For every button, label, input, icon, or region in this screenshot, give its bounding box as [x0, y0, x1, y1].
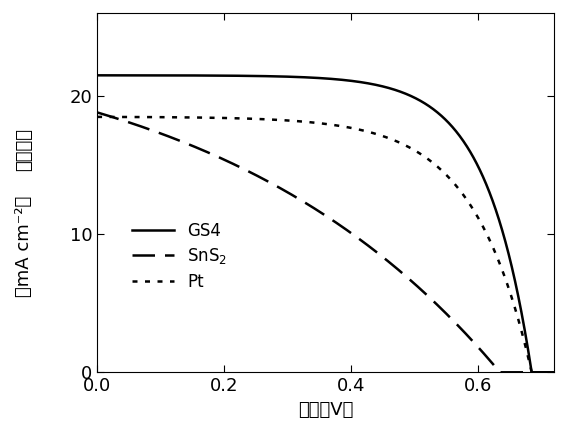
SnS$_2$: [497, 370, 504, 375]
Line: Pt: Pt: [97, 117, 554, 372]
Pt: [94, 114, 100, 120]
SnS$_2$: [407, 278, 414, 283]
SnS$_2$: [279, 187, 286, 192]
Legend: GS4, SnS$_2$, Pt: GS4, SnS$_2$, Pt: [124, 213, 235, 299]
GS4: [450, 125, 457, 131]
Pt: [550, 370, 557, 375]
GS4: [529, 370, 536, 375]
Pt: [140, 114, 147, 120]
Pt: [295, 119, 301, 124]
SnS$_2$: [450, 318, 457, 323]
Pt: [458, 190, 465, 195]
GS4: [140, 73, 147, 78]
SnS$_2$: [94, 110, 100, 115]
GS4: [407, 93, 414, 99]
GS4: [458, 136, 465, 141]
SnS$_2$: [140, 125, 147, 130]
Pt: [450, 180, 457, 185]
X-axis label: 电压（V）: 电压（V）: [298, 401, 353, 419]
Pt: [279, 117, 286, 123]
GS4: [295, 74, 301, 80]
Line: GS4: GS4: [97, 75, 554, 372]
GS4: [279, 74, 286, 79]
SnS$_2$: [295, 196, 301, 201]
Pt: [529, 370, 536, 375]
Line: SnS$_2$: SnS$_2$: [97, 113, 554, 372]
Text: 电流密度: 电流密度: [15, 128, 33, 171]
GS4: [550, 370, 557, 375]
SnS$_2$: [458, 327, 465, 332]
GS4: [94, 73, 100, 78]
Pt: [407, 145, 414, 151]
Text: （mA cm⁻²）: （mA cm⁻²）: [15, 196, 33, 297]
SnS$_2$: [550, 370, 557, 375]
